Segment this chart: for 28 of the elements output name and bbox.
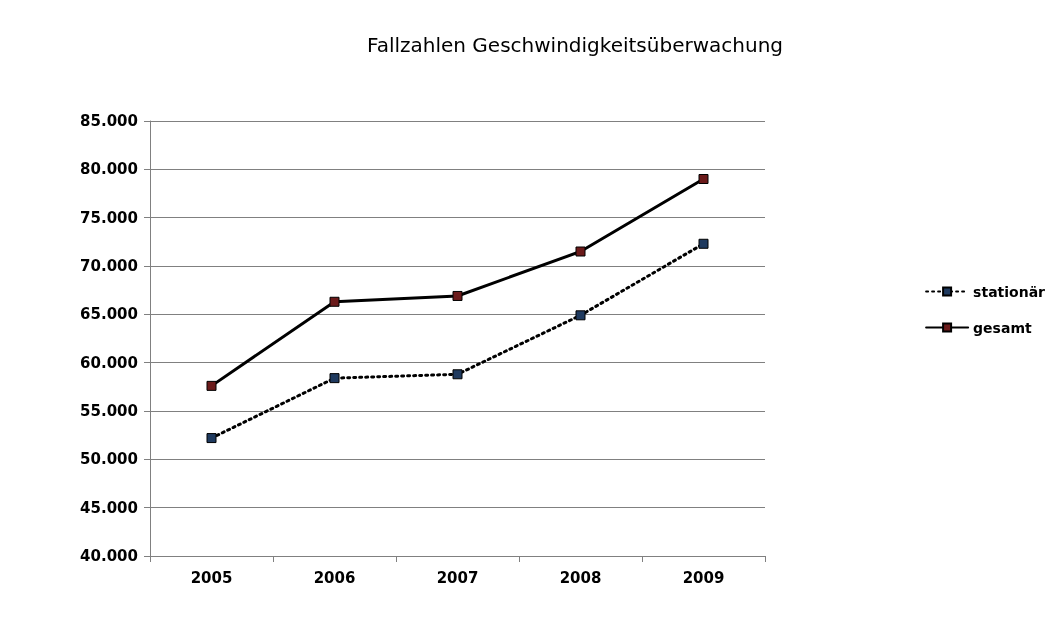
y-tick-label: 55.000	[80, 402, 138, 420]
y-tick-label: 40.000	[80, 547, 138, 565]
y-tick-label: 65.000	[80, 305, 138, 324]
x-tick-label: 2005	[190, 568, 233, 587]
chart-title: Fallzahlen Geschwindigkeitsüberwachung	[366, 33, 784, 57]
y-tick-label: 45.000	[80, 498, 138, 517]
legend-label: stationär	[973, 283, 1046, 300]
point	[575, 310, 586, 321]
y-tick-label: 80.000	[80, 160, 138, 179]
x-tick-label: 2007	[436, 568, 479, 587]
point	[206, 380, 217, 391]
x-tick-label: 2006	[313, 568, 356, 587]
point	[206, 433, 217, 444]
x-tick-label: 2009	[682, 568, 725, 587]
y-tick-label: 50.000	[80, 450, 138, 469]
y-tick-label: 60.000	[80, 353, 138, 372]
point	[452, 369, 463, 380]
point	[329, 373, 340, 384]
y-tick-label: 85.000	[80, 112, 138, 130]
y-tick-label: 75.000	[80, 208, 138, 227]
point	[329, 296, 340, 307]
point	[698, 174, 709, 184]
y-tick-label: 70.000	[80, 257, 138, 275]
x-tick-label: 2008	[559, 568, 602, 587]
point	[698, 238, 709, 249]
point	[575, 246, 586, 257]
legend-label: gesamt	[973, 319, 1032, 336]
point	[452, 290, 463, 301]
